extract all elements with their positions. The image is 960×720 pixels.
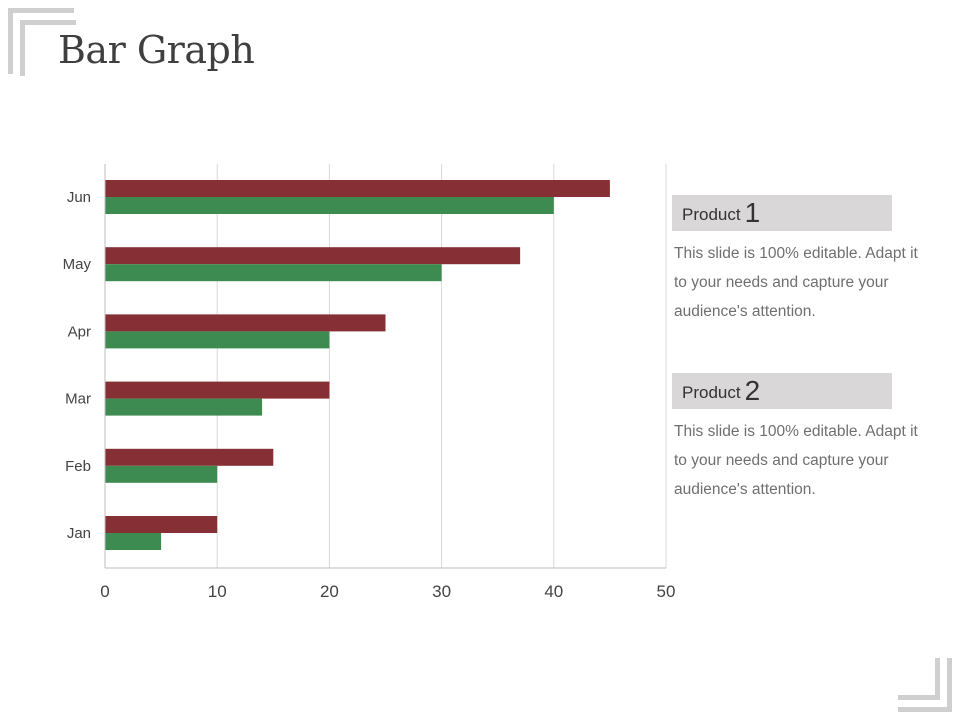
bar-mar-series-2 (105, 398, 263, 416)
x-tick-label: 40 (544, 582, 563, 601)
bars (105, 180, 610, 550)
y-category-label: Feb (65, 458, 91, 475)
x-tick-label: 30 (432, 582, 451, 601)
y-category-label: Apr (68, 323, 91, 340)
product-1-header: Product 1 (672, 195, 892, 231)
product-1-number: 1 (744, 197, 761, 228)
axes (104, 164, 666, 569)
bar-jan-series-2 (105, 533, 162, 550)
axis-labels: 0 10 20 30 40 50 Jan Feb Mar Apr May Jun (63, 189, 676, 601)
page-title: Bar Graph (58, 28, 255, 72)
x-tick-label: 0 (100, 582, 109, 601)
corner-decoration-top-left (8, 8, 78, 78)
product-2-description: This slide is 100% editable. Adapt it to… (674, 423, 918, 498)
bar-may-series-2 (105, 264, 442, 282)
bar-jan-series-1 (105, 516, 218, 533)
product-2-number: 2 (744, 375, 761, 406)
y-category-label: Jan (67, 525, 91, 542)
x-tick-label: 50 (657, 582, 676, 601)
grid-lines (216, 164, 667, 568)
y-category-label: May (63, 256, 92, 273)
product-2-header: Product 2 (672, 373, 892, 409)
bar-mar-series-1 (105, 381, 330, 399)
y-category-label: Jun (67, 189, 91, 206)
x-tick-label: 20 (320, 582, 339, 601)
bar-feb-series-1 (105, 448, 274, 466)
corner-decoration-bottom-right (896, 656, 952, 712)
bar-apr-series-1 (105, 314, 386, 332)
bar-jun-series-2 (105, 197, 554, 214)
product-1-name: Product (682, 205, 741, 224)
x-tick-label: 10 (208, 582, 227, 601)
y-category-label: Mar (65, 391, 91, 408)
product-1-description: This slide is 100% editable. Adapt it to… (674, 245, 918, 320)
bar-feb-series-2 (105, 465, 218, 483)
bar-may-series-1 (105, 247, 521, 265)
bar-apr-series-2 (105, 331, 330, 349)
product-2-name: Product (682, 383, 741, 402)
bar-jun-series-1 (105, 180, 610, 197)
